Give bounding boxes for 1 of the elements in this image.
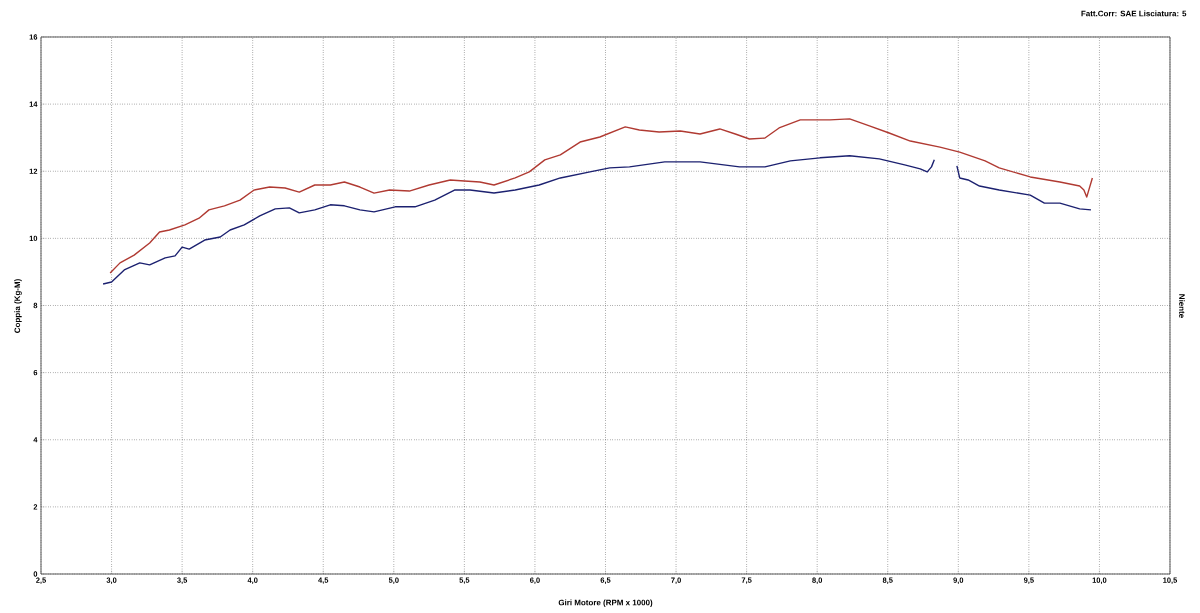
line-series (109, 118, 1094, 274)
